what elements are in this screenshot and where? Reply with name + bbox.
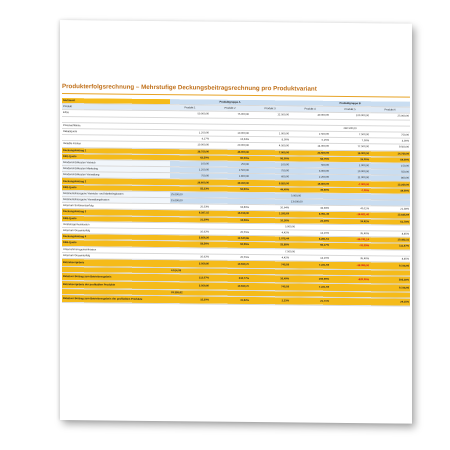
spreadsheet-page: Produkterfolgsrechnung – Mehrstufige Dec…	[60, 20, 412, 424]
page-title: Produkterfolgsrechnung – Mehrstufige Dec…	[62, 83, 317, 93]
value-cell-product-3: 2,23%	[250, 296, 291, 306]
value-cell-product-5	[330, 297, 371, 306]
value-cell-product-1: 15,20%	[170, 295, 210, 305]
row-label: Relativer Beitrag zum Betriebsergebnis d…	[62, 294, 170, 304]
value-cell-product-4: 21,71%	[290, 297, 331, 306]
value-cell-product-2: 31,82%	[210, 296, 250, 305]
title-divider	[62, 93, 410, 98]
value-cell-product-6: 29,15%	[370, 297, 411, 307]
